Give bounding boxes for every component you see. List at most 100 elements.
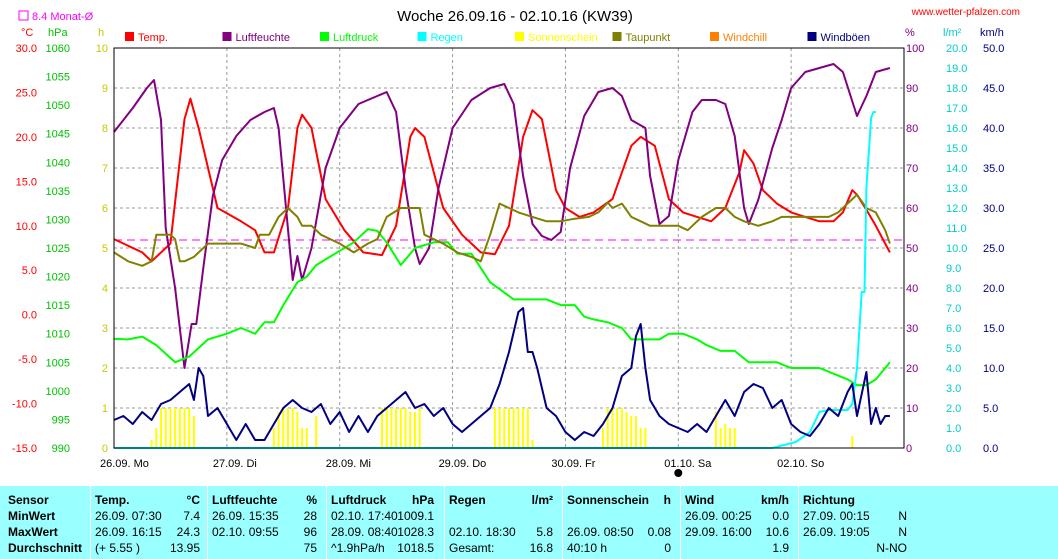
axis-rain-tick: 10.0 [946,243,967,255]
axis-hum-tick: 10 [906,403,918,415]
sunshine-bar [183,408,186,448]
series-regen-line [114,111,876,449]
legend-swatch [417,32,427,41]
sunshine-bar [192,416,195,448]
axis-hpa-tick: 1005 [46,357,70,369]
legend-swatch [807,32,817,41]
stats-cell-time: (+ 5.55 ) [95,541,141,555]
axis-hum-tick: 20 [906,363,918,375]
sunshine-bar [385,408,388,448]
stats-cell-value: 28 [303,509,317,523]
axis-wind-tick: 45.0 [983,83,1004,95]
stats-header-unit: hPa [411,493,434,507]
sunshine-bar [188,408,191,448]
series-taupunkt-line [113,193,891,267]
stats-header-unit: °C [186,493,200,507]
stats-cell-value: 13.95 [169,541,200,555]
sunshine-bar [277,412,280,448]
axis-rain-tick: 14.0 [946,163,967,175]
stats-header: Sensor [8,493,49,507]
stats-separator [798,486,799,559]
stats-header: Regen [449,493,486,507]
stats-cell-value: 10.6 [765,525,789,539]
sunshine-bar [286,408,289,448]
stats-separator [444,486,445,559]
sunshine-bar [625,412,628,448]
axis-rain-tick: 16.0 [946,123,967,135]
axis-sun-tick: 10 [96,43,108,55]
stats-table: Sensor Temp. °C Luftfeuchte% Luftdruck hPa Reg… [0,486,1058,559]
stats-header: Luftfeuchte [212,493,278,507]
stats-row-label: Durchschnitt [8,541,83,555]
legend-label: Windchill [723,32,767,44]
axis-rain-tick: 8.0 [946,283,961,295]
unit-hum: % [905,27,915,39]
axis-temp-tick: -15.0 [12,443,37,455]
legend-swatch [222,32,232,41]
sunshine-bar [169,408,172,448]
avg-label: 8.4 Monat-Ø [32,11,94,23]
axis-temp-tick: -10.0 [12,399,37,411]
x-tick-label: 29.09. Do [439,458,487,470]
axis-hum-tick: 50 [906,243,918,255]
sunshine-bar [413,412,416,448]
axis-rain-tick: 2.0 [946,403,961,415]
axis-hum-tick: 60 [906,203,918,215]
sunshine-bar [160,408,163,448]
sunshine-bar [606,408,609,448]
axis-rain-tick: 13.0 [946,183,967,195]
legend-label: Taupunkt [626,32,671,44]
stats-separator [90,486,91,559]
stats-header-unit: h [663,493,671,507]
stats-cell-value: 5.8 [536,525,553,539]
axis-wind-tick: 0.0 [983,443,998,455]
stats-separator [326,486,327,559]
sunshine-bar [498,408,501,448]
sunshine-bar [301,428,304,448]
stats-cell-time: 27.09. 00:15 [803,509,870,523]
axis-rain-tick: 7.0 [946,303,961,315]
stats-header: Temp. [95,493,130,507]
axis-hpa-tick: 1025 [46,243,70,255]
sunshine-bar [178,408,181,448]
stats-cell-value: 75 [303,541,317,555]
stats-cell-time: 26.09. 07:30 [95,509,162,523]
sunshine-bar [315,416,318,448]
sunshine-bar [719,428,722,448]
sunshine-bar [503,408,506,448]
axis-wind-tick: 5.0 [983,403,998,415]
axis-sun-tick: 3 [102,323,108,335]
stats-header-unit: l/m² [531,493,553,507]
legend-swatch [710,32,719,41]
sunshine-bar [404,408,407,448]
sunshine-bar [639,428,642,448]
axis-temp-tick: -5.0 [18,354,37,366]
stats-cell-value: 0.08 [647,525,671,539]
legend-label: Luftfeuchte [236,32,290,44]
axis-sun-tick: 6 [102,203,108,215]
axis-wind-tick: 40.0 [983,123,1004,135]
stats-cell-time: 28.09. 08:40 [331,525,398,539]
axis-wind-tick: 15.0 [983,323,1004,335]
stats-cell-time: 26.09. 08:50 [567,525,634,539]
axis-hpa-tick: 1015 [46,300,70,312]
axis-temp-tick: 0.0 [22,310,37,322]
sunshine-bar [164,408,167,448]
x-tick-label: 28.09. Mi [326,458,371,470]
unit-sun: h [98,27,104,39]
legend-swatch [515,32,524,41]
unit-hpa: hPa [48,27,68,39]
stats-cell-value: 1.9 [772,541,789,555]
stats-separator [680,486,681,559]
weather-chart: Woche 26.09.16 - 02.10.16 (KW39) www.wet… [12,7,1020,477]
site-link[interactable]: www.wetter-pfalzen.com [911,7,1020,18]
sunshine-bar [531,440,534,448]
sunshine-bar [644,428,647,448]
stats-row-label: MaxWert [8,525,58,539]
stats-cell-value: 16.8 [529,541,553,555]
sunshine-bar [272,428,275,448]
legend-swatch [612,32,622,41]
axis-sun-tick: 4 [102,283,108,295]
sunshine-bar [526,408,529,448]
axis-wind-tick: 20.0 [983,283,1004,295]
